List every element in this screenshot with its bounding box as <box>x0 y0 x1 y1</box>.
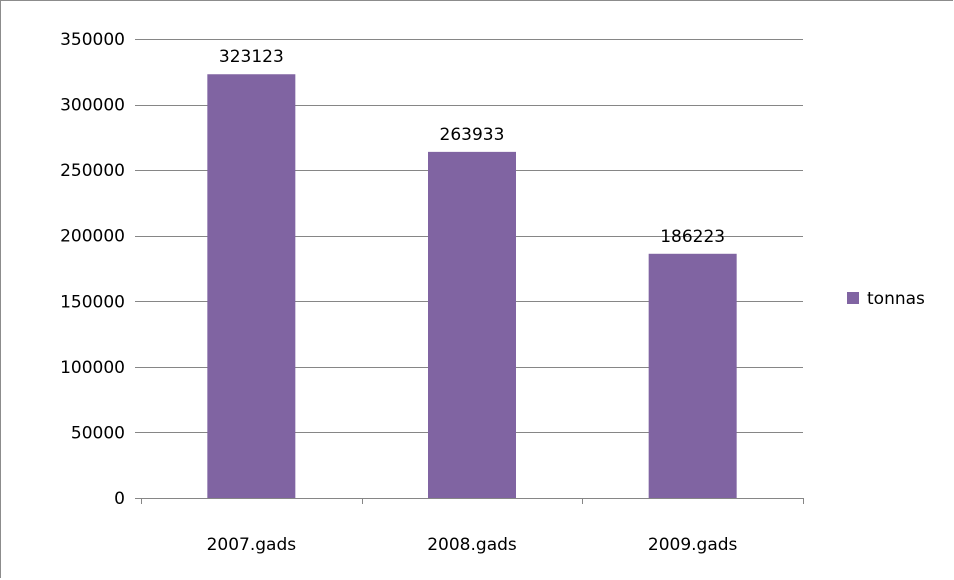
y-tick-label: 300000 <box>60 96 125 116</box>
bar <box>428 151 516 498</box>
legend-swatch <box>847 292 859 304</box>
y-tick-label: 100000 <box>60 358 125 378</box>
legend-label: tonnas <box>867 289 925 309</box>
data-labels: 323123 263933 186223 <box>219 47 725 247</box>
data-label: 323123 <box>219 47 284 67</box>
y-tick-label: 200000 <box>60 227 125 247</box>
data-label: 186223 <box>660 227 725 247</box>
bar <box>207 74 296 499</box>
y-tick-label: 350000 <box>60 30 125 50</box>
bar <box>648 253 737 498</box>
x-axis-tick-labels: 2007.gads 2008.gads 2009.gads <box>207 535 738 555</box>
x-tick-label: 2009.gads <box>648 535 738 555</box>
x-axis <box>135 498 804 504</box>
legend: tonnas <box>847 289 925 309</box>
x-tick-label: 2008.gads <box>427 535 517 555</box>
y-tick-label: 150000 <box>60 292 125 312</box>
x-tick-label: 2007.gads <box>207 535 297 555</box>
y-tick-label: 0 <box>114 489 125 509</box>
y-tick-label: 250000 <box>60 161 125 181</box>
y-tick-label: 50000 <box>71 423 125 443</box>
y-axis-tick-labels: 0 50000 100000 150000 200000 250000 300000 3500… <box>60 30 125 509</box>
bars <box>207 74 737 499</box>
data-label: 263933 <box>440 125 505 145</box>
